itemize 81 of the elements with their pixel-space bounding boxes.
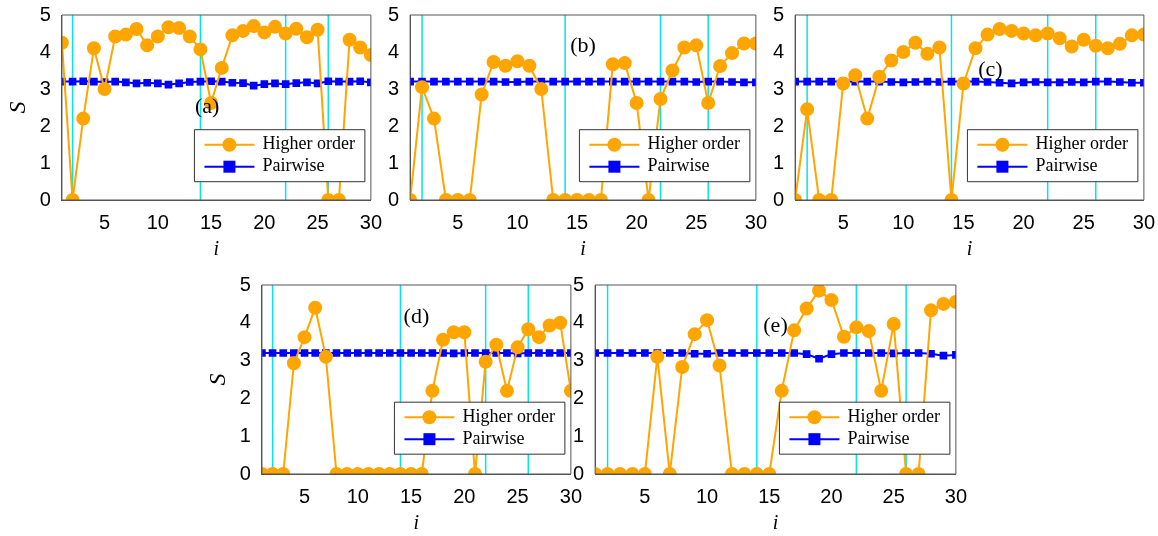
x-tick-label: 15 bbox=[758, 484, 781, 507]
legend-label: Higher order bbox=[1035, 133, 1128, 154]
y-tick-label: 3 bbox=[39, 76, 51, 99]
y-tick-label: 4 bbox=[239, 310, 251, 333]
y-tick-label: 0 bbox=[773, 187, 785, 210]
x-tick-label: 15 bbox=[952, 210, 975, 233]
y-tick-label: 2 bbox=[388, 113, 400, 136]
x-tick-label: 25 bbox=[306, 210, 329, 233]
y-tick-label: 2 bbox=[573, 385, 585, 408]
x-tick-label: 10 bbox=[146, 210, 169, 233]
x-tick-label: 5 bbox=[98, 210, 111, 233]
x-tick-label: 30 bbox=[1132, 210, 1155, 233]
x-tick-label: 25 bbox=[1072, 210, 1095, 233]
x-tick-label: 25 bbox=[506, 484, 529, 507]
x-tick-label: 10 bbox=[506, 210, 529, 233]
x-tick-label: 15 bbox=[199, 210, 223, 233]
y-tick-label: 0 bbox=[39, 187, 51, 210]
y-tick-label: 3 bbox=[388, 76, 400, 99]
y-tick-label: 4 bbox=[39, 39, 51, 62]
y-tick-label: 1 bbox=[39, 150, 51, 173]
y-axis-title: S bbox=[3, 101, 30, 114]
x-tick-label: 5 bbox=[298, 484, 311, 507]
y-tick-label: 5 bbox=[239, 272, 251, 295]
y-tick-label: 2 bbox=[39, 113, 51, 136]
x-tick-label: 20 bbox=[820, 484, 843, 507]
annotation: (e) bbox=[763, 312, 788, 338]
x-tick-label: 5 bbox=[452, 210, 464, 233]
x-tick-label: 10 bbox=[892, 210, 915, 233]
x-tick-label: 30 bbox=[744, 210, 767, 233]
y-axis-title: S bbox=[203, 373, 230, 386]
x-tick-label: 20 bbox=[1012, 210, 1035, 233]
annotation: (b) bbox=[570, 32, 596, 58]
y-tick-label: 4 bbox=[573, 310, 585, 333]
y-tick-label: 5 bbox=[388, 2, 400, 25]
x-tick-label: 5 bbox=[837, 210, 849, 233]
x-tick-label: 20 bbox=[625, 210, 648, 233]
y-tick-label: 5 bbox=[573, 272, 585, 295]
y-tick-label: 3 bbox=[773, 76, 785, 99]
x-tick-label: 25 bbox=[882, 484, 905, 507]
legend-label: Higher order bbox=[262, 133, 355, 154]
x-tick-label: 30 bbox=[944, 484, 967, 507]
legend-label: Higher order bbox=[647, 133, 740, 154]
x-tick-label: 5 bbox=[639, 484, 651, 507]
x-tick-label: 15 bbox=[565, 210, 589, 233]
legend-label: Pairwise bbox=[647, 155, 710, 176]
x-axis-title: i bbox=[413, 511, 420, 534]
x-axis-title: i bbox=[772, 511, 779, 534]
x-tick-label: 20 bbox=[253, 210, 276, 233]
x-axis-title: i bbox=[580, 237, 586, 260]
y-tick-label: 5 bbox=[773, 2, 785, 25]
y-tick-label: 2 bbox=[239, 385, 251, 408]
x-tick-label: 30 bbox=[359, 210, 382, 233]
x-axis-title: i bbox=[966, 237, 973, 260]
legend-label: Pairwise bbox=[462, 427, 525, 448]
legend-label: Higher order bbox=[847, 405, 940, 426]
y-tick-label: 4 bbox=[388, 39, 400, 62]
y-tick-label: 4 bbox=[773, 39, 785, 62]
y-tick-label: 0 bbox=[239, 461, 251, 484]
annotation: (d) bbox=[403, 302, 430, 328]
annotation: (c) bbox=[978, 56, 1003, 82]
y-tick-label: 2 bbox=[773, 113, 785, 136]
y-tick-label: 1 bbox=[239, 423, 251, 446]
y-tick-label: 3 bbox=[239, 348, 251, 371]
legend-label: Pairwise bbox=[262, 155, 325, 176]
x-tick-label: 25 bbox=[685, 210, 708, 233]
y-tick-label: 0 bbox=[573, 461, 585, 484]
y-tick-label: 1 bbox=[773, 150, 785, 173]
x-tick-label: 15 bbox=[399, 484, 423, 507]
legend-label: Higher order bbox=[462, 405, 555, 426]
x-axis-title: i bbox=[213, 237, 220, 260]
y-tick-label: 3 bbox=[573, 348, 585, 371]
x-tick-label: 30 bbox=[559, 484, 582, 507]
y-tick-label: 1 bbox=[573, 423, 585, 446]
x-tick-label: 20 bbox=[453, 484, 476, 507]
y-tick-label: 5 bbox=[39, 2, 51, 25]
x-tick-label: 10 bbox=[695, 484, 719, 507]
y-tick-label: 0 bbox=[388, 187, 400, 210]
x-tick-label: 10 bbox=[346, 484, 369, 507]
y-tick-label: 1 bbox=[388, 150, 400, 173]
legend-label: Pairwise bbox=[1035, 155, 1098, 176]
legend-label: Pairwise bbox=[847, 427, 910, 448]
